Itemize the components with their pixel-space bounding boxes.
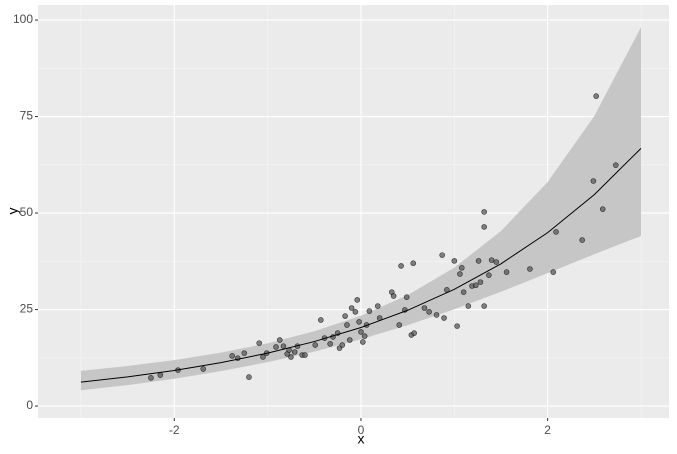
data-point <box>579 237 585 243</box>
data-point <box>291 349 298 355</box>
data-point <box>503 269 510 275</box>
y-tick-label: 75 <box>20 109 34 123</box>
x-tick-label: -2 <box>169 423 180 437</box>
x-tick-label: 0 <box>358 423 365 437</box>
y-tick-label: 100 <box>13 12 33 26</box>
data-point <box>260 354 266 360</box>
data-point <box>481 224 487 230</box>
data-point <box>550 269 557 275</box>
y-tick-label: 25 <box>20 302 34 316</box>
data-point <box>441 315 447 321</box>
data-point <box>457 271 463 277</box>
data-point <box>366 308 373 314</box>
data-point <box>246 374 252 380</box>
data-point <box>200 366 207 372</box>
data-point <box>475 258 482 264</box>
data-point <box>426 309 432 315</box>
data-point <box>477 279 484 285</box>
data-point <box>472 282 479 289</box>
data-point <box>361 333 368 339</box>
data-point <box>339 342 346 348</box>
data-point <box>390 293 397 299</box>
data-point <box>465 303 472 309</box>
data-point <box>398 263 404 269</box>
data-point <box>280 343 287 350</box>
data-point <box>527 266 533 272</box>
data-point <box>486 272 492 278</box>
data-point <box>273 344 279 350</box>
data-point <box>148 375 154 381</box>
data-point <box>356 319 362 325</box>
data-point <box>276 337 283 343</box>
data-point <box>421 305 428 311</box>
data-point <box>354 297 361 303</box>
data-point <box>360 339 366 345</box>
data-point <box>302 352 308 358</box>
data-point <box>327 341 333 347</box>
data-point <box>318 317 324 323</box>
data-point <box>352 309 359 315</box>
y-tick-label: 50 <box>20 205 34 219</box>
data-point <box>481 303 487 309</box>
data-point <box>229 353 235 359</box>
confidence-band <box>80 27 641 391</box>
data-point <box>458 265 465 271</box>
y-tick-label: 0 <box>26 398 33 412</box>
data-point <box>454 323 460 329</box>
plot-layer <box>38 5 669 418</box>
data-point <box>451 258 458 264</box>
data-point <box>590 178 597 184</box>
data-point <box>358 329 364 335</box>
data-point <box>439 252 445 258</box>
data-point <box>157 372 164 378</box>
data-point <box>288 354 294 360</box>
x-axis-title: x <box>358 431 365 447</box>
data-point <box>374 303 381 309</box>
data-point <box>612 162 619 168</box>
fit-line <box>80 147 642 383</box>
data-point <box>403 294 410 300</box>
data-point <box>346 337 353 343</box>
data-point <box>481 209 487 215</box>
data-point <box>342 313 348 319</box>
data-point <box>493 259 500 265</box>
data-point <box>312 342 319 348</box>
data-point <box>553 229 559 235</box>
data-point <box>241 350 248 356</box>
x-tick-label: 2 <box>544 423 551 437</box>
data-point <box>410 260 417 267</box>
data-point <box>593 93 599 99</box>
data-point <box>411 330 417 336</box>
data-point <box>348 305 355 311</box>
y-axis-title: y <box>5 208 21 215</box>
data-point <box>396 322 403 328</box>
data-point <box>256 340 263 346</box>
data-point <box>488 257 495 263</box>
data-point <box>344 322 350 328</box>
data-point <box>460 289 467 295</box>
data-point <box>599 206 606 212</box>
data-point <box>433 312 440 318</box>
